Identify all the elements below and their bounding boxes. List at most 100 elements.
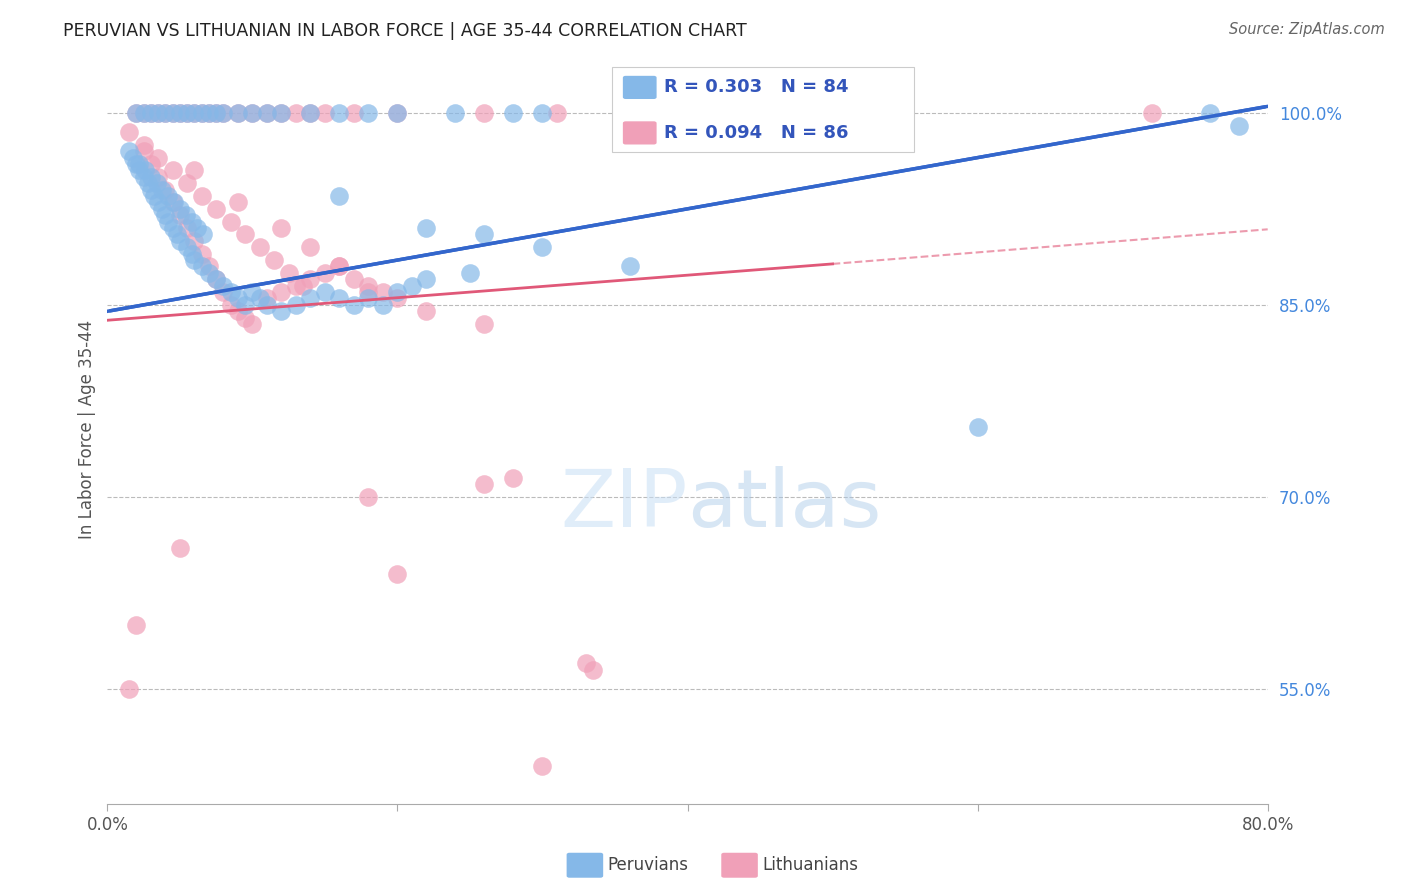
Point xyxy=(299,105,322,120)
Point xyxy=(270,105,292,120)
Point xyxy=(125,105,148,120)
Point xyxy=(502,105,524,120)
Point xyxy=(415,221,437,235)
Point xyxy=(122,151,145,165)
Point xyxy=(212,105,235,120)
Point xyxy=(233,227,256,242)
Point xyxy=(212,278,235,293)
Point xyxy=(328,189,350,203)
Point xyxy=(198,105,221,120)
Point xyxy=(183,105,205,120)
Point xyxy=(180,214,202,228)
Point xyxy=(183,253,205,268)
Point xyxy=(212,285,235,299)
Point xyxy=(314,266,336,280)
Point xyxy=(176,176,198,190)
Point xyxy=(219,298,242,312)
Point xyxy=(233,310,256,325)
Point xyxy=(328,260,350,274)
Point xyxy=(415,272,437,286)
Point xyxy=(284,105,307,120)
Point xyxy=(166,227,188,242)
Point xyxy=(142,189,165,203)
Point xyxy=(146,195,169,210)
Point xyxy=(180,246,202,260)
Point xyxy=(146,105,169,120)
Text: ZIP: ZIP xyxy=(560,466,688,544)
Point xyxy=(242,317,264,331)
Point xyxy=(357,285,380,299)
Point xyxy=(226,304,249,318)
Point xyxy=(118,125,141,139)
Point xyxy=(299,272,322,286)
Point xyxy=(205,105,228,120)
Point xyxy=(328,260,350,274)
Point xyxy=(139,169,162,184)
Point xyxy=(299,292,322,306)
Point xyxy=(328,105,350,120)
Point xyxy=(256,105,278,120)
Point xyxy=(531,105,554,120)
Point xyxy=(387,105,409,120)
Y-axis label: In Labor Force | Age 35-44: In Labor Force | Age 35-44 xyxy=(79,320,96,540)
Point xyxy=(415,304,437,318)
Point xyxy=(139,157,162,171)
Point xyxy=(157,189,180,203)
Point xyxy=(299,240,322,254)
Point xyxy=(198,105,221,120)
Point xyxy=(183,163,205,178)
Point xyxy=(174,208,197,222)
Point xyxy=(190,246,212,260)
Point xyxy=(205,272,228,286)
Point xyxy=(357,490,380,504)
Point xyxy=(186,221,208,235)
Text: R = 0.094   N = 86: R = 0.094 N = 86 xyxy=(664,124,848,142)
Point xyxy=(474,317,496,331)
Point xyxy=(531,240,554,254)
Point xyxy=(152,202,174,216)
Point xyxy=(169,202,191,216)
Point xyxy=(582,663,605,677)
Point xyxy=(169,208,191,222)
Text: Source: ZipAtlas.com: Source: ZipAtlas.com xyxy=(1229,22,1385,37)
Point xyxy=(299,105,322,120)
Point xyxy=(139,105,162,120)
Point xyxy=(270,285,292,299)
Point xyxy=(328,292,350,306)
Text: atlas: atlas xyxy=(688,466,882,544)
Point xyxy=(233,298,256,312)
Point xyxy=(357,292,380,306)
Point xyxy=(531,759,554,773)
Point xyxy=(155,105,177,120)
Point xyxy=(169,541,191,556)
Point xyxy=(183,105,205,120)
Point xyxy=(314,285,336,299)
Text: Peruvians: Peruvians xyxy=(607,856,689,874)
Point xyxy=(242,105,264,120)
Point xyxy=(343,272,366,286)
Point xyxy=(371,285,394,299)
Point xyxy=(242,285,264,299)
Point xyxy=(387,292,409,306)
Point xyxy=(256,105,278,120)
Point xyxy=(226,105,249,120)
Point xyxy=(136,176,159,190)
Point xyxy=(146,169,169,184)
Point xyxy=(118,145,141,159)
Point xyxy=(169,234,191,248)
Point xyxy=(176,221,198,235)
Point xyxy=(162,195,184,210)
Text: Lithuanians: Lithuanians xyxy=(762,856,858,874)
Text: R = 0.303   N = 84: R = 0.303 N = 84 xyxy=(664,78,848,96)
Point xyxy=(263,253,285,268)
Point xyxy=(226,105,249,120)
Point xyxy=(371,298,394,312)
Point xyxy=(474,105,496,120)
Point xyxy=(132,137,155,152)
Point xyxy=(343,298,366,312)
Point xyxy=(125,618,148,632)
Point xyxy=(474,477,496,491)
Point xyxy=(162,221,184,235)
Point xyxy=(190,105,212,120)
Point xyxy=(357,105,380,120)
